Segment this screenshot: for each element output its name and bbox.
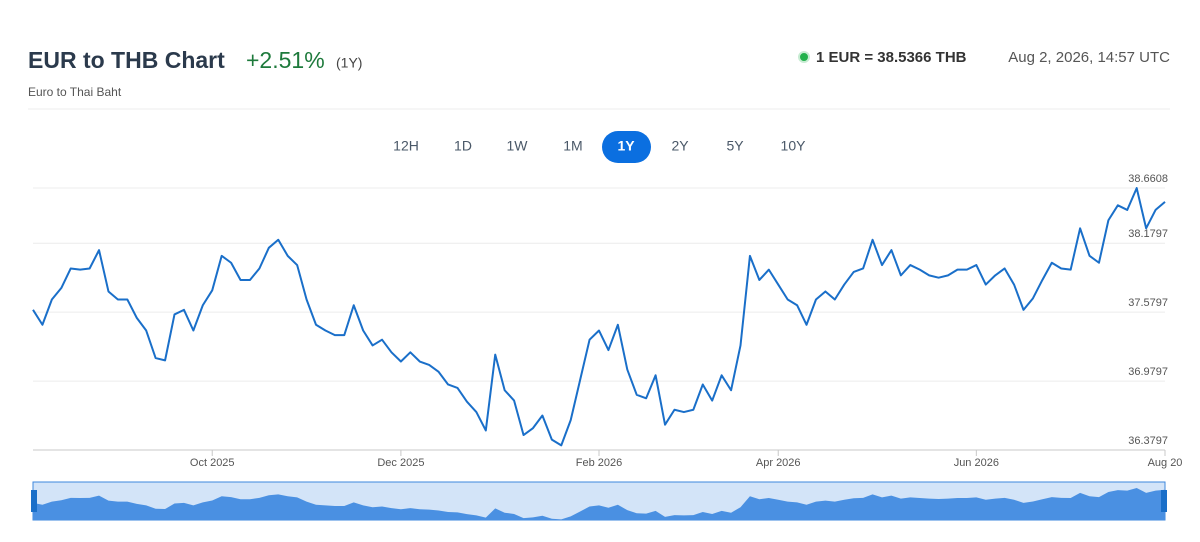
range-label[interactable]: 1D bbox=[454, 138, 472, 154]
range-label[interactable]: 10Y bbox=[781, 138, 807, 154]
range-button[interactable]: 2Y bbox=[671, 138, 689, 154]
range-label[interactable]: 1W bbox=[507, 138, 529, 154]
range-button[interactable]: 1M bbox=[563, 138, 582, 154]
range-label[interactable]: 12H bbox=[393, 138, 419, 154]
range-label[interactable]: 5Y bbox=[726, 138, 744, 154]
x-tick-label: Feb 2026 bbox=[576, 457, 622, 469]
navigator-handle[interactable] bbox=[31, 490, 37, 512]
navigator-series bbox=[33, 488, 1165, 520]
y-tick-label: 38.1797 bbox=[1128, 228, 1168, 240]
y-tick-label: 37.5797 bbox=[1128, 297, 1168, 309]
x-tick-label: Apr 2026 bbox=[756, 457, 801, 469]
x-tick-label: Dec 2025 bbox=[377, 457, 424, 469]
range-button[interactable]: 1D bbox=[454, 138, 472, 154]
title: EUR to THB Chart bbox=[28, 47, 225, 73]
navigator-handle[interactable] bbox=[1161, 490, 1167, 512]
price-line bbox=[32, 187, 1166, 447]
x-tick-label: Oct 2025 bbox=[190, 457, 235, 469]
range-label[interactable]: 1Y bbox=[617, 138, 635, 154]
x-tick-label: Jun 2026 bbox=[954, 457, 999, 469]
navigator-area bbox=[33, 488, 1165, 520]
range-button-active[interactable]: 1Y bbox=[602, 131, 651, 163]
range-button[interactable]: 5Y bbox=[726, 138, 744, 154]
x-tick-label: Aug 20 bbox=[1148, 457, 1183, 469]
y-tick-label: 38.6608 bbox=[1128, 173, 1168, 185]
timestamp: Aug 2, 2026, 14:57 UTC bbox=[1008, 49, 1170, 66]
y-tick-label: 36.3797 bbox=[1128, 435, 1168, 447]
subtitle: Euro to Thai Baht bbox=[28, 85, 122, 99]
period: (1Y) bbox=[336, 55, 362, 71]
change: +2.51% bbox=[246, 47, 325, 73]
range-label[interactable]: 1M bbox=[563, 138, 582, 154]
range-button[interactable]: 1W bbox=[507, 138, 529, 154]
rate: 1 EUR = 38.5366 THB bbox=[816, 49, 967, 66]
range-button[interactable]: 10Y bbox=[781, 138, 807, 154]
active-pill[interactable] bbox=[602, 131, 651, 163]
y-tick-label: 36.9797 bbox=[1128, 366, 1168, 378]
range-button[interactable]: 12H bbox=[393, 138, 419, 154]
range-label[interactable]: 2Y bbox=[671, 138, 689, 154]
plot: 36.3797 36.9797 37.5797 38.1797 38.6608 Oct 2… bbox=[32, 173, 1183, 469]
live-dot bbox=[798, 51, 810, 63]
